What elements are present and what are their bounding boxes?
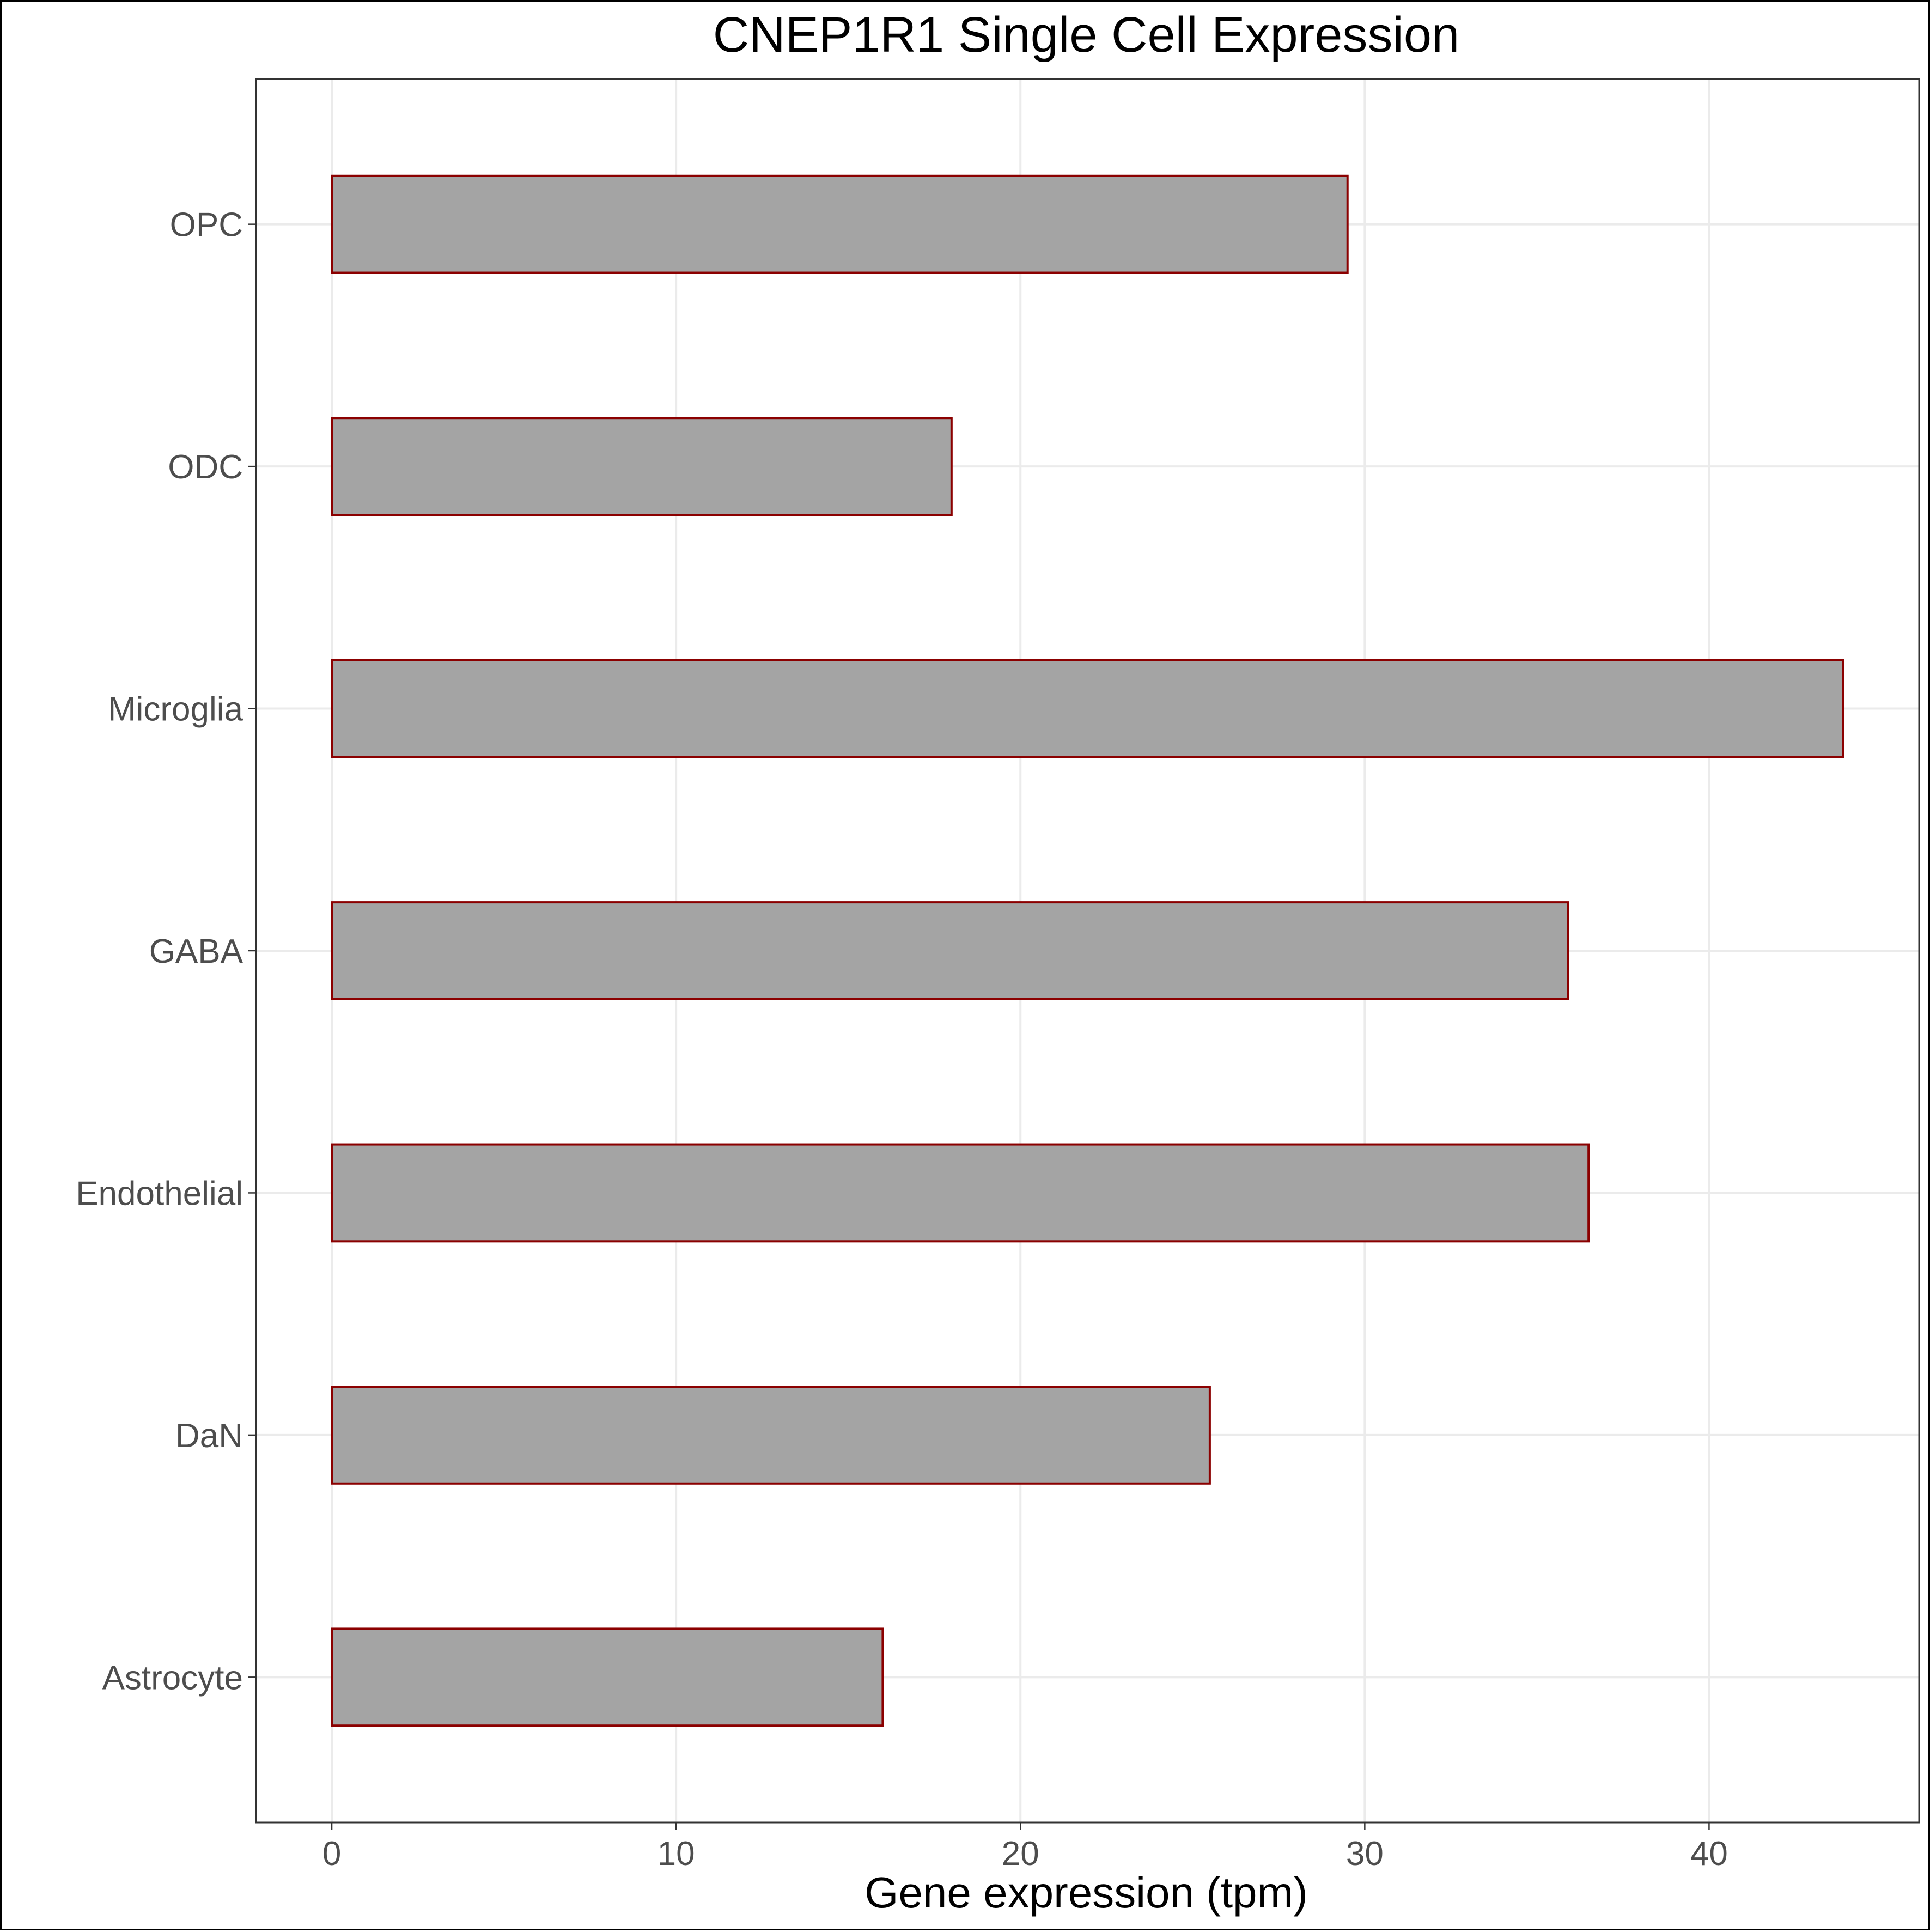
y-tick-label-odc: ODC [168,448,243,486]
bars [331,174,1844,1727]
bar-odc [331,417,953,516]
bar-microglia [331,659,1844,758]
x-tick-label: 0 [322,1835,341,1873]
bar-astrocyte [331,1627,884,1727]
bar-endothelial [331,1143,1590,1243]
x-tick-label: 40 [1690,1835,1728,1873]
y-tick-label-endothelial: Endothelial [76,1175,243,1212]
x-axis: 0 10 20 30 40 [322,1822,1728,1873]
x-tick-label: 30 [1346,1835,1384,1873]
y-tick-label-astrocyte: Astrocyte [102,1659,243,1697]
y-axis: Astrocyte DaN Endothelial GABA Microglia ODC O… [76,206,256,1697]
chart-title: CNEP1R1 Single Cell Expression [713,7,1459,63]
bar-gaba [331,901,1569,1000]
y-tick-label-dan: DaN [175,1417,243,1455]
bar-opc [331,174,1349,274]
x-tick-label: 20 [1002,1835,1039,1873]
y-tick-label-gaba: GABA [149,933,243,970]
y-tick-label-opc: OPC [170,206,243,244]
bar-dan [331,1386,1211,1485]
y-tick-label-microglia: Microglia [108,691,243,728]
x-tick-label: 10 [657,1835,695,1873]
x-axis-title: Gene expression (tpm) [864,1868,1308,1917]
